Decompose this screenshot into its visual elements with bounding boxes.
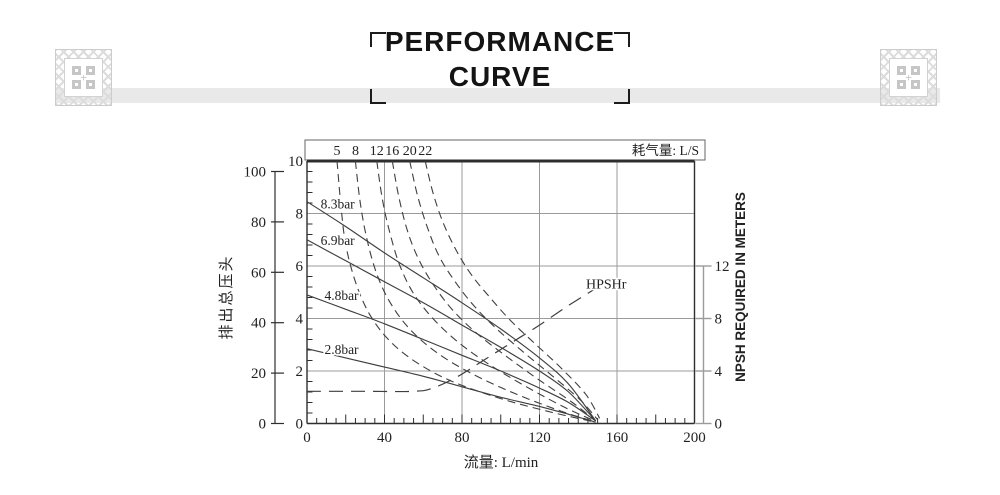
seal-glyph [71,80,81,90]
page-title: PERFORMANCE CURVE [360,24,640,106]
y-right-tick-label: 4 [715,364,723,380]
title-bracket-bottom-left-icon [370,89,386,104]
y-outer-tick-label: 100 [244,165,267,181]
y-outer-tick-label: 60 [251,265,266,281]
air-consumption-tick-label: 20 [403,144,417,159]
x-tick-label: 0 [303,430,311,446]
seal-ornament-core: + [889,58,928,97]
seal-plus-icon: + [80,70,87,84]
title-bracket-bottom-right-icon [614,89,630,104]
discharge-pressure-curve [306,239,597,422]
seal-plus-icon: + [905,70,912,84]
x-tick-label: 40 [377,430,392,446]
x-axis-title: 流量: L/min [464,454,539,471]
seal-glyph [86,65,96,75]
y-outer-tick-label: 80 [251,215,266,231]
air-consumption-tick-label: 12 [370,144,384,159]
y-inner-tick-label: 4 [296,312,304,328]
title-bracket-top-left-icon [370,32,386,47]
air-consumption-curve [354,160,594,422]
discharge-pressure-curve [306,348,596,423]
discharge-pressure-curve [306,294,597,422]
title-line-2: CURVE [448,61,552,92]
pressure-curve-label: 2.8bar [324,342,359,357]
seal-glyph [911,80,921,90]
air-consumption-curve [409,160,599,420]
y-inner-tick-label: 10 [288,154,303,170]
title-bracket-top-right-icon [614,32,630,47]
seal-ornament-left: + [55,49,112,106]
seal-ornament-core: + [64,58,103,97]
seal-glyph [71,65,81,75]
y-outer-tick-label: 40 [251,316,266,332]
seal-glyph [896,80,906,90]
npshr-curve [306,289,595,393]
air-consumption-curve [424,160,601,419]
air-consumption-unit-label: 耗气量: L/S [632,143,699,158]
y-right-tick-label: 8 [715,312,723,328]
y-outer-tick-label: 0 [259,417,267,433]
air-consumption-tick-label: 16 [385,144,399,159]
x-tick-label: 120 [528,430,551,446]
seal-glyph [896,65,906,75]
pressure-curve-label: 4.8bar [324,288,359,303]
npshr-curve-label: HPSHr [586,277,627,292]
air-consumption-curve [391,160,597,422]
air-consumption-tick-label: 22 [418,144,432,159]
seal-ornament-right: + [880,49,937,106]
pressure-curve-label: 6.9bar [321,233,356,248]
x-tick-label: 160 [606,430,629,446]
x-tick-label: 80 [455,430,470,446]
y-outer-tick-label: 20 [251,366,266,382]
title-line-1: PERFORMANCE [384,26,616,57]
discharge-pressure-curve [306,201,597,422]
air-consumption-tick-label: 5 [334,144,341,159]
y-right-tick-label: 12 [715,259,730,275]
pressure-curve-label: 8.3bar [321,196,356,211]
y-inner-tick-label: 2 [296,364,304,380]
y-left-axis-title: 排出总压头 [218,254,235,339]
y-right-axis-title: NPSH REQUIRED IN METERS [733,192,748,382]
air-consumption-curve [376,160,595,422]
header-divider-bar [55,88,940,103]
y-right-tick-label: 0 [715,417,723,433]
y-inner-tick-label: 8 [296,207,304,223]
air-consumption-curve [336,160,592,422]
x-tick-label: 200 [683,430,706,446]
air-consumption-tick-label: 8 [352,144,359,159]
seal-glyph [86,80,96,90]
seal-glyph [911,65,921,75]
y-inner-tick-label: 0 [296,417,304,433]
y-inner-tick-label: 6 [296,259,304,275]
